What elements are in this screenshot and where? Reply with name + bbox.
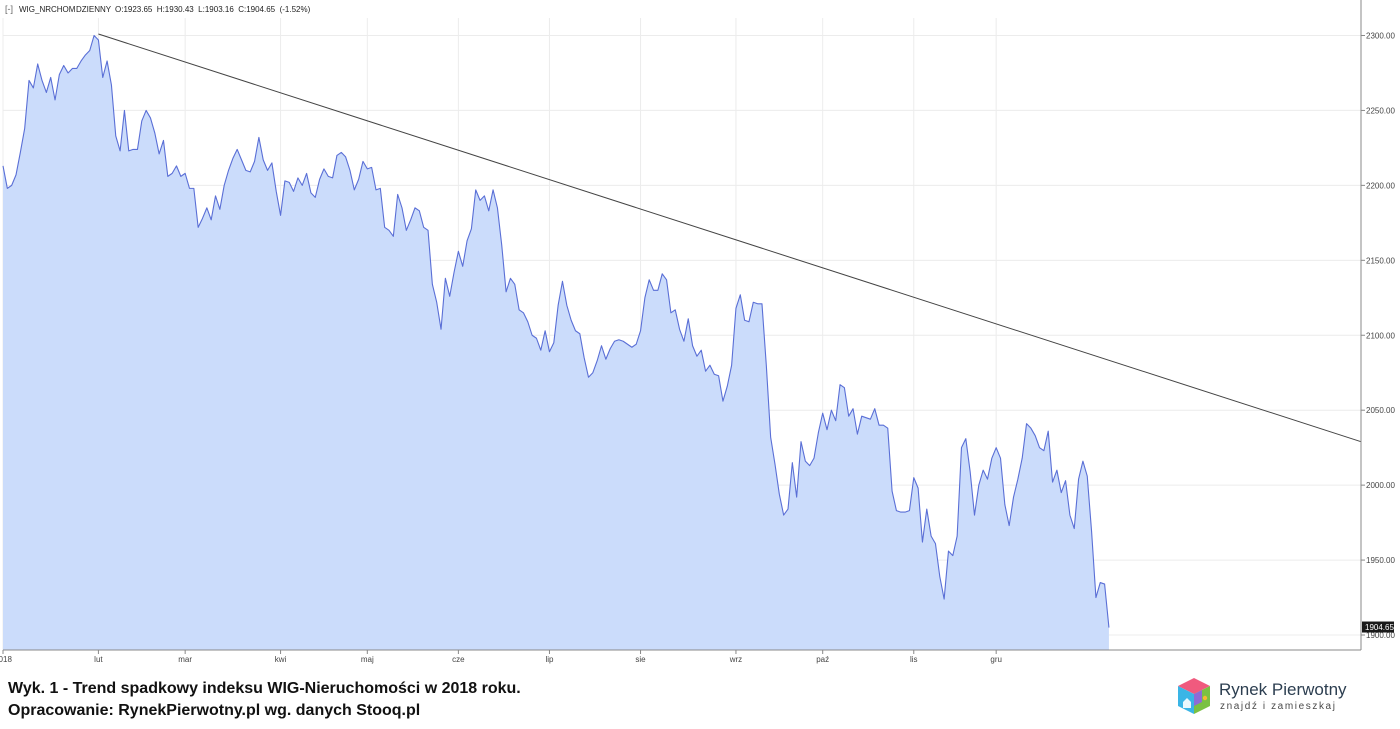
figure-caption-title: Wyk. 1 - Trend spadkowy indeksu WIG-Nier…: [8, 680, 521, 697]
chart-axes: 1900.00 1950.00 2000.00 2050.00 2100.00 2150.…: [0, 0, 1395, 664]
series-line: [2, 34, 1110, 628]
figure-caption-source: Opracowanie: RynekPierwotny.pl wg. danyc…: [8, 702, 421, 719]
x-tick-label: 2018: [0, 655, 12, 664]
logo-inner-accent: [1194, 690, 1202, 706]
logo-dot: [1202, 695, 1208, 701]
chart-area-layer: [2, 34, 1110, 651]
interval-label: DZIENNY: [76, 5, 112, 14]
x-tick-label: gru: [990, 655, 1002, 664]
collapse-glyph[interactable]: [-]: [5, 4, 13, 14]
x-tick-label: cze: [452, 655, 465, 664]
x-tick-label: sie: [635, 655, 646, 664]
x-tick-label: maj: [361, 655, 374, 664]
symbol-label: WIG_NRCHOM: [19, 5, 76, 14]
logo-house-mark: [1183, 698, 1191, 708]
y-tick-label: 2200.00: [1366, 181, 1395, 190]
brand-tagline: znajdź i zamieszkaj: [1220, 701, 1337, 712]
x-tick-label: lut: [94, 655, 103, 664]
x-tick-label: lip: [545, 655, 554, 664]
y-tick-label: 1950.00: [1366, 556, 1395, 565]
last-value-label: 1904.65: [1365, 623, 1394, 632]
x-tick-label: kwi: [275, 655, 287, 664]
trendline: [98, 33, 1362, 443]
y-tick-label: 2300.00: [1366, 31, 1395, 40]
y-tick-label: 2150.00: [1366, 256, 1395, 265]
y-tick-label: 2250.00: [1366, 106, 1395, 115]
y-tick-label: 2000.00: [1366, 481, 1395, 490]
chart-header: [-] WIG_NRCHOM DZIENNY O:1923.65 H:1930.…: [5, 4, 311, 14]
x-tick-label: mar: [178, 655, 192, 664]
chart-trendline-layer: [98, 33, 1362, 443]
x-tick-label: paź: [816, 655, 829, 664]
y-tick-label: 2100.00: [1366, 331, 1395, 340]
series-area-fill: [3, 35, 1109, 651]
brand-name: Rynek Pierwotny: [1219, 680, 1347, 699]
y-tick-label: 1900.00: [1366, 631, 1395, 640]
x-tick-label: wrz: [729, 655, 742, 664]
house-cube-logo-icon: [1178, 678, 1210, 714]
x-tick-label: lis: [910, 655, 918, 664]
last-value-box: [1362, 621, 1394, 633]
ohlc-readout: O:1923.65 H:1930.43 L:1903.16 C:1904.65 …: [115, 5, 311, 14]
y-tick-label: 2050.00: [1366, 406, 1395, 415]
